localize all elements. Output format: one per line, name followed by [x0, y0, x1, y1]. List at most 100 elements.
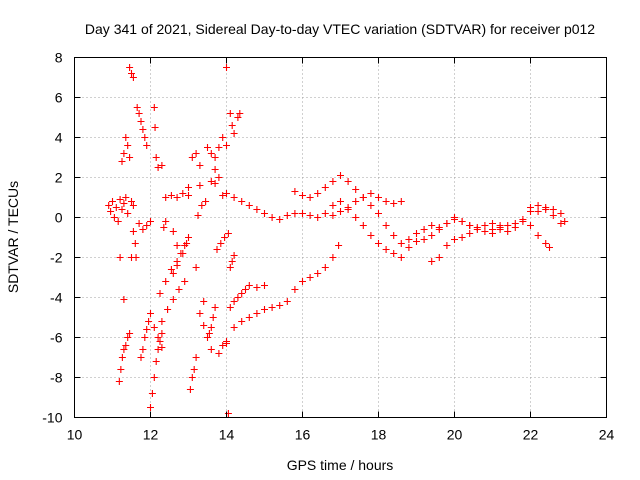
data-point: [230, 324, 238, 331]
data-point: [489, 230, 496, 237]
data-point: [196, 310, 204, 317]
data-point: [107, 208, 115, 215]
data-point: [207, 150, 215, 157]
series-arc-p: [169, 234, 192, 277]
data-point: [234, 114, 242, 121]
data-point: [205, 330, 213, 337]
data-point: [217, 240, 225, 247]
data-point: [207, 178, 215, 185]
data-point: [242, 286, 249, 293]
data-point: [337, 198, 344, 205]
data-point: [390, 232, 398, 239]
data-point: [375, 194, 382, 201]
data-point: [321, 210, 329, 217]
data-point: [118, 354, 126, 361]
data-point: [238, 318, 246, 325]
data-point: [224, 230, 232, 237]
data-point: [219, 342, 227, 349]
data-point: [276, 302, 284, 309]
series-arc-ac: [226, 282, 268, 311]
data-point: [158, 330, 166, 337]
data-point: [314, 190, 322, 197]
data-point: [169, 270, 177, 277]
data-point: [228, 122, 236, 129]
data-point: [167, 192, 175, 199]
data-point: [190, 366, 198, 373]
data-point: [359, 194, 367, 201]
y-tick-label: -8: [50, 370, 63, 386]
series-arc-h: [137, 310, 154, 361]
data-point: [160, 224, 168, 231]
data-point: [458, 234, 466, 241]
y-tick-label: 0: [55, 210, 63, 226]
series-arc-v: [207, 166, 223, 185]
data-point: [118, 206, 126, 213]
data-point: [145, 318, 153, 325]
data-point: [185, 184, 192, 191]
data-point: [435, 226, 443, 233]
data-point: [344, 206, 352, 213]
data-point: [117, 366, 125, 373]
data-point: [299, 192, 306, 199]
data-point: [236, 110, 244, 117]
data-point: [137, 354, 145, 361]
data-point: [162, 194, 170, 201]
data-point: [561, 218, 569, 225]
data-point: [158, 344, 166, 351]
data-point: [268, 214, 276, 221]
data-point: [137, 118, 145, 125]
data-point: [420, 226, 428, 233]
data-point: [194, 212, 202, 219]
data-point: [150, 104, 158, 111]
x-axis-label: GPS time / hours: [287, 457, 394, 473]
data-point: [219, 134, 227, 141]
data-point: [519, 218, 527, 225]
data-point: [435, 254, 443, 261]
data-point: [175, 286, 183, 293]
data-point: [549, 212, 557, 219]
data-point: [226, 304, 234, 311]
data-point: [230, 194, 238, 201]
data-point: [534, 202, 542, 209]
data-point: [126, 64, 134, 71]
grid: [74, 57, 607, 418]
series-arc-o: [162, 190, 192, 201]
data-point: [118, 158, 126, 165]
data-point: [534, 208, 542, 215]
data-point: [527, 204, 534, 211]
x-tick-label: 10: [67, 427, 83, 443]
data-point: [542, 240, 550, 247]
y-tick-label: -2: [50, 250, 63, 266]
data-point: [534, 232, 542, 239]
data-point: [306, 212, 314, 219]
data-point: [207, 346, 215, 353]
data-point: [120, 150, 128, 157]
x-tick-label: 12: [143, 427, 159, 443]
data-point: [397, 254, 405, 261]
series-arc-t: [196, 310, 215, 353]
y-tick-label: 4: [55, 130, 63, 146]
data-point: [375, 210, 382, 217]
series-arc-ab: [226, 252, 238, 271]
data-point: [375, 240, 382, 247]
data-point: [546, 244, 553, 251]
data-point: [181, 278, 189, 285]
x-tick-label: 18: [371, 427, 387, 443]
series-arc-u: [204, 134, 230, 161]
data-point: [141, 134, 149, 141]
data-point: [211, 154, 219, 161]
data-point: [173, 262, 181, 269]
series-long-upper: [223, 190, 405, 223]
data-point: [283, 298, 291, 305]
data-point: [299, 278, 306, 285]
data-point: [420, 236, 428, 243]
x-tick-label: 22: [523, 427, 539, 443]
data-point: [451, 214, 458, 221]
data-point: [186, 386, 194, 393]
data-point: [135, 110, 143, 117]
data-point: [299, 210, 306, 217]
data-point: [337, 172, 344, 179]
data-point: [314, 270, 322, 277]
data-point: [152, 358, 160, 365]
